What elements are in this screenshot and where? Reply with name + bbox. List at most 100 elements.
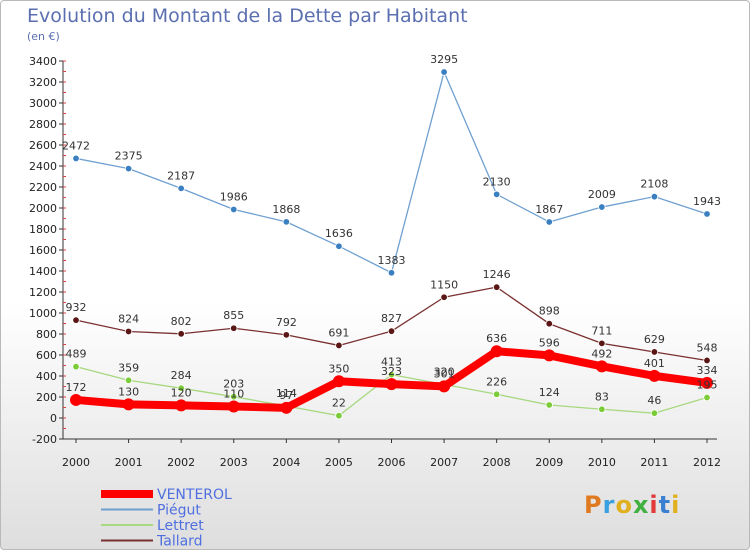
data-point — [703, 393, 711, 402]
y-tick-label: 3000 — [29, 97, 57, 110]
y-tick-label: 1800 — [29, 223, 57, 236]
data-point — [595, 360, 608, 373]
data-label: 802 — [171, 315, 192, 328]
data-point — [70, 393, 82, 406]
data-point — [545, 218, 553, 226]
data-point — [385, 378, 398, 391]
data-point — [703, 210, 711, 218]
data-point — [332, 375, 345, 388]
y-tick-label: 2400 — [29, 160, 57, 173]
data-point — [387, 370, 396, 379]
data-label: 792 — [276, 316, 297, 329]
y-tick-label: 3400 — [29, 55, 57, 68]
data-label: 413 — [381, 356, 402, 369]
data-point — [177, 384, 185, 392]
data-point — [72, 362, 80, 371]
data-label: 2187 — [167, 169, 195, 182]
data-label: 2009 — [588, 188, 616, 201]
data-point — [545, 320, 553, 328]
data-label: 596 — [539, 336, 560, 349]
data-label: 2375 — [115, 150, 143, 163]
legend-label-venterol: VENTEROL — [157, 487, 232, 503]
data-point — [545, 401, 553, 409]
data-point — [230, 205, 238, 214]
data-label: 827 — [381, 312, 402, 325]
data-point — [598, 203, 606, 211]
y-tick-label: 1200 — [29, 286, 57, 299]
data-point — [175, 399, 188, 412]
y-tick-label: 3200 — [29, 76, 57, 89]
data-label: 1867 — [535, 203, 563, 216]
data-point — [122, 398, 135, 411]
data-label: 401 — [644, 357, 665, 370]
y-tick-label: -200 — [32, 433, 57, 446]
y-tick-label: 2200 — [29, 181, 57, 194]
data-label: 114 — [276, 387, 297, 400]
x-tick-label: 2004 — [272, 456, 300, 469]
data-point — [335, 411, 343, 420]
chart-subtitle: (en €) — [27, 30, 60, 43]
x-tick-label: 2006 — [378, 456, 406, 469]
data-point — [124, 376, 133, 385]
data-label: 489 — [66, 348, 87, 361]
data-point — [387, 269, 396, 277]
data-point — [387, 327, 396, 335]
data-label: 130 — [118, 385, 139, 398]
y-tick-label: 400 — [36, 370, 57, 383]
proxiti-logo: Proxiti — [584, 491, 681, 519]
y-tick-label: 2000 — [29, 202, 57, 215]
data-point — [648, 369, 661, 382]
data-label: 301 — [434, 367, 455, 380]
data-point — [650, 192, 659, 201]
data-label: 1383 — [378, 254, 406, 267]
data-label: 22 — [332, 397, 346, 410]
y-tick-label: 600 — [36, 349, 57, 362]
data-point — [177, 330, 185, 338]
data-label: 195 — [697, 379, 718, 392]
data-label: 226 — [486, 375, 507, 388]
legend-label-tallard: Tallard — [156, 534, 203, 550]
data-point — [282, 331, 291, 339]
x-tick-label: 2010 — [588, 456, 616, 469]
data-label: 2472 — [62, 139, 90, 152]
data-point — [650, 409, 659, 417]
data-label: 97 — [279, 389, 293, 402]
data-label: 1150 — [430, 278, 458, 291]
data-label: 46 — [647, 394, 661, 407]
y-tick-label: 1000 — [29, 307, 57, 320]
y-tick-label: 0 — [50, 412, 57, 425]
x-tick-label: 2002 — [167, 456, 195, 469]
data-label: 1943 — [693, 195, 721, 208]
data-label: 1246 — [483, 268, 511, 281]
data-label: 636 — [486, 332, 507, 345]
data-label: 492 — [591, 347, 612, 360]
data-point — [335, 242, 343, 250]
data-point — [280, 401, 293, 414]
data-point — [124, 164, 133, 173]
data-point — [438, 380, 451, 393]
data-point — [227, 400, 240, 413]
data-point — [72, 316, 80, 324]
y-tick-label: 1600 — [29, 244, 57, 257]
data-label: 3295 — [430, 53, 458, 66]
data-label: 124 — [539, 386, 560, 399]
data-point — [490, 345, 503, 358]
data-label: 120 — [171, 386, 192, 399]
data-point — [598, 405, 606, 413]
data-label: 320 — [434, 365, 455, 378]
x-tick-label: 2001 — [115, 456, 143, 469]
data-label: 629 — [644, 333, 665, 346]
data-point — [335, 341, 343, 350]
data-point — [701, 376, 713, 389]
legend-label-piégut: Piégut — [157, 503, 201, 519]
data-point — [282, 218, 291, 226]
data-label: 932 — [66, 301, 87, 314]
data-point — [598, 339, 606, 348]
x-tick-label: 2005 — [325, 456, 353, 469]
x-tick-label: 2007 — [430, 456, 458, 469]
y-tick-label: 2800 — [29, 118, 57, 131]
data-point — [543, 349, 556, 362]
data-point — [440, 293, 448, 301]
data-label: 548 — [697, 341, 718, 354]
